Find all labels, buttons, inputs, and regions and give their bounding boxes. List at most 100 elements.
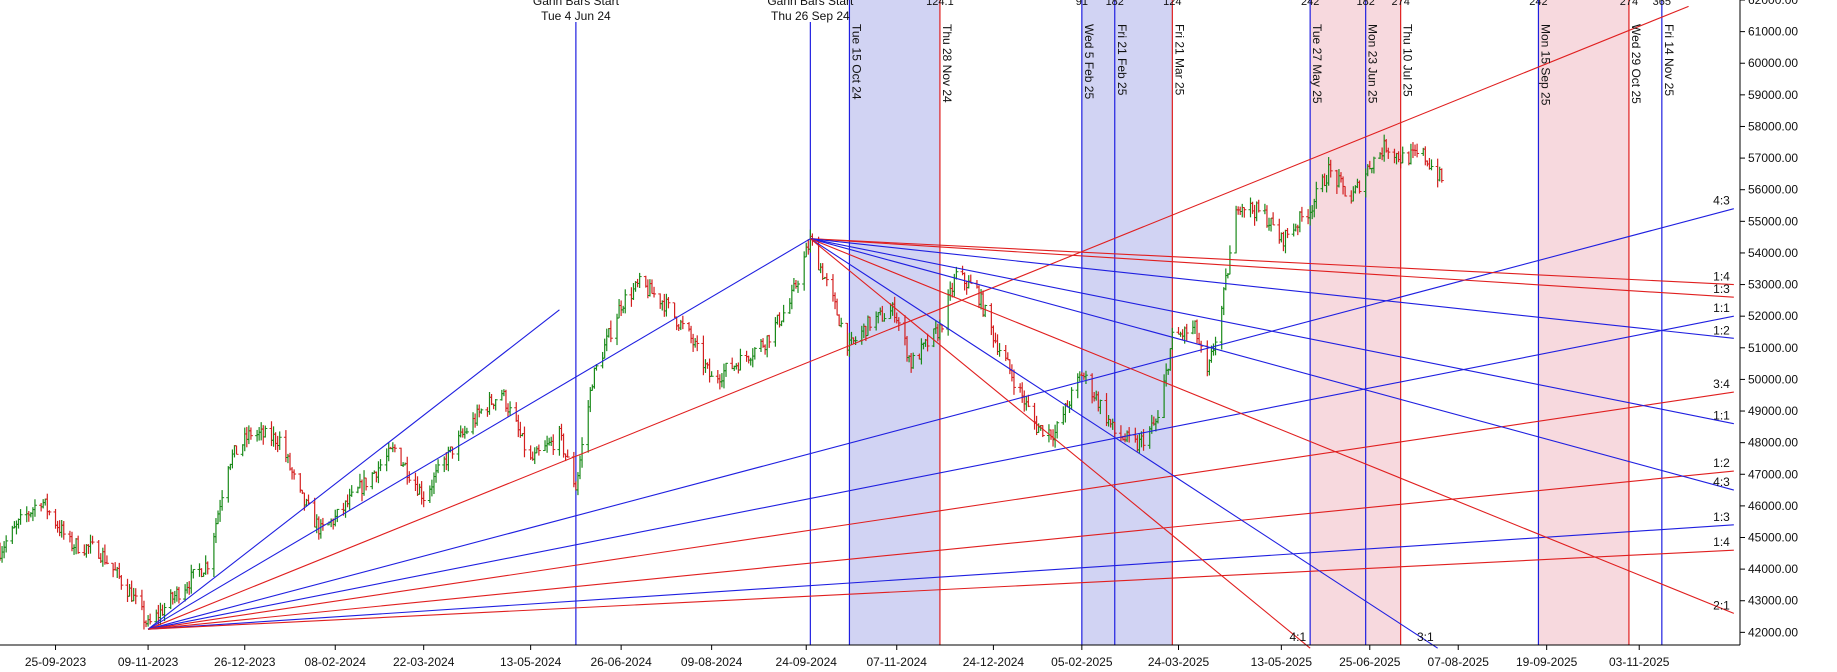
marker-date-label: Fri 21 Feb 25 [1115,24,1129,96]
gann-fan-line [147,5,1689,630]
date-tick-label: 25-09-2023 [25,655,87,669]
gann-fan-line [810,238,1734,425]
marker-date-label: Fri 21 Mar 25 [1172,24,1186,96]
price-tick-label: 43000.00 [1748,594,1798,608]
price-tick-label: 61000.00 [1748,25,1798,39]
fan-ratio-label: 1:4 [1713,535,1730,549]
date-tick-label: 09-11-2023 [118,655,179,669]
marker-date-label: Tue 15 Oct 24 [849,24,863,100]
price-tick-label: 57000.00 [1748,151,1798,165]
fan-ratio-label: 1:3 [1713,282,1730,296]
marker-count-label: 124.1 [926,0,954,8]
price-bars [0,134,1444,630]
date-tick-label: 08-02-2024 [305,655,367,669]
price-tick-label: 46000.00 [1748,499,1798,513]
marker-date-label: Thu 28 Nov 24 [940,24,954,103]
gann-fan-line [148,470,1734,630]
price-tick-label: 44000.00 [1748,562,1798,576]
gann-fan-lines [147,5,1735,649]
gann-fan-line [148,549,1734,630]
price-tick-label: 60000.00 [1748,56,1798,70]
date-tick-label: 22-03-2024 [393,655,455,669]
price-tick-label: 42000.00 [1748,625,1798,639]
date-tick-label: 24-03-2025 [1148,655,1210,669]
price-tick-label: 47000.00 [1748,467,1798,481]
date-tick-label: 03-11-2025 [1609,655,1670,669]
date-tick-label: 24-12-2024 [963,655,1025,669]
time-bands [849,0,1629,645]
gann-fan-line [148,524,1734,630]
marker-count-label: 124 [1163,0,1181,8]
price-tick-label: 62000.00 [1748,0,1798,7]
marker-count-label: 182 [1106,0,1124,8]
marker-count-label: 365 [1653,0,1671,8]
price-tick-label: 48000.00 [1748,436,1798,450]
fan-ratio-label: 1:2 [1713,456,1730,470]
marker-date-label: Thu 26 Sep 24 [771,9,850,23]
marker-date-label: Mon 15 Sep 25 [1538,24,1552,106]
marker-count-label: 91 [1076,0,1088,8]
time-band [1310,0,1401,645]
fan-ratio-labels: 4:31:13:41:21:31:41:41:31:21:14:32:13:14… [1289,194,1730,644]
price-tick-label: 49000.00 [1748,404,1798,418]
gann-fan-line [810,238,1311,649]
fan-ratio-label: 4:3 [1713,475,1730,489]
marker-top-label: Gann Bars Start [767,0,854,8]
price-tick-label: 53000.00 [1748,278,1798,292]
time-band [1081,0,1173,645]
date-tick-label: 26-12-2023 [214,655,276,669]
fan-ratio-label: 1:1 [1713,409,1730,423]
fan-ratio-label: 1:3 [1713,510,1730,524]
marker-date-label: Mon 23 Jun 25 [1366,24,1380,104]
marker-count-label: 242 [1529,0,1547,8]
gann-fan-line [148,391,1734,630]
fan-ratio-label: 1:1 [1713,301,1730,315]
price-tick-label: 54000.00 [1748,246,1798,260]
gann-fan-line [147,315,1734,630]
marker-count-label: 274 [1391,0,1409,8]
marker-date-label: Wed 29 Oct 25 [1629,24,1643,104]
fan-ratio-label: 3:4 [1713,377,1730,391]
price-tick-label: 58000.00 [1748,119,1798,133]
gann-fan-line [147,208,1734,630]
date-tick-label: 09-08-2024 [681,655,743,669]
marker-date-label: Wed 5 Feb 25 [1082,24,1096,99]
price-axis: 42000.00 43000.00 44000.00 45000.00 46000.00… [1739,0,1798,645]
date-tick-label: 13-05-2024 [500,655,562,669]
marker-count-label: 182 [1356,0,1374,8]
fan-ratio-label: 2:1 [1713,598,1730,612]
marker-count-label: 242 [1301,0,1319,8]
price-tick-label: 45000.00 [1748,531,1798,545]
fan-ratio-label: 3:1 [1417,630,1434,644]
marker-count-label: 274 [1620,0,1638,8]
date-tick-label: 13-05-2025 [1251,655,1313,669]
date-tick-label: 19-09-2025 [1516,655,1578,669]
fan-ratio-label: 4:3 [1713,194,1730,208]
price-tick-label: 55000.00 [1748,214,1798,228]
price-tick-label: 52000.00 [1748,309,1798,323]
date-tick-label: 24-09-2024 [776,655,838,669]
date-axis: 25-09-2023 09-11-2023 26-12-2023 08-02-2024… [0,644,1740,669]
marker-top-label: Gann Bars Start [533,0,620,8]
marker-date-label: Tue 4 Jun 24 [541,9,611,23]
gann-fan-line [810,238,1734,298]
gann-fan-line [147,309,560,630]
fan-ratio-label: 4:1 [1289,630,1306,644]
gann-fan-line [147,238,811,630]
date-tick-label: 07-08-2025 [1428,655,1490,669]
date-tick-label: 26-06-2024 [590,655,652,669]
gann-fan-line [810,238,1734,286]
gann-fan-line [810,238,1734,339]
gann-fan-line [810,238,1735,614]
price-tick-label: 51000.00 [1748,341,1798,355]
date-tick-label: 05-02-2025 [1051,655,1113,669]
date-tick-label: 07-11-2024 [866,655,927,669]
marker-date-label: Fri 14 Nov 25 [1662,24,1676,96]
price-tick-label: 50000.00 [1748,372,1798,386]
price-tick-label: 56000.00 [1748,183,1798,197]
gann-fan-line [810,238,1438,649]
marker-date-label: Tue 27 May 25 [1310,24,1324,104]
fan-ratio-label: 1:4 [1713,270,1730,284]
